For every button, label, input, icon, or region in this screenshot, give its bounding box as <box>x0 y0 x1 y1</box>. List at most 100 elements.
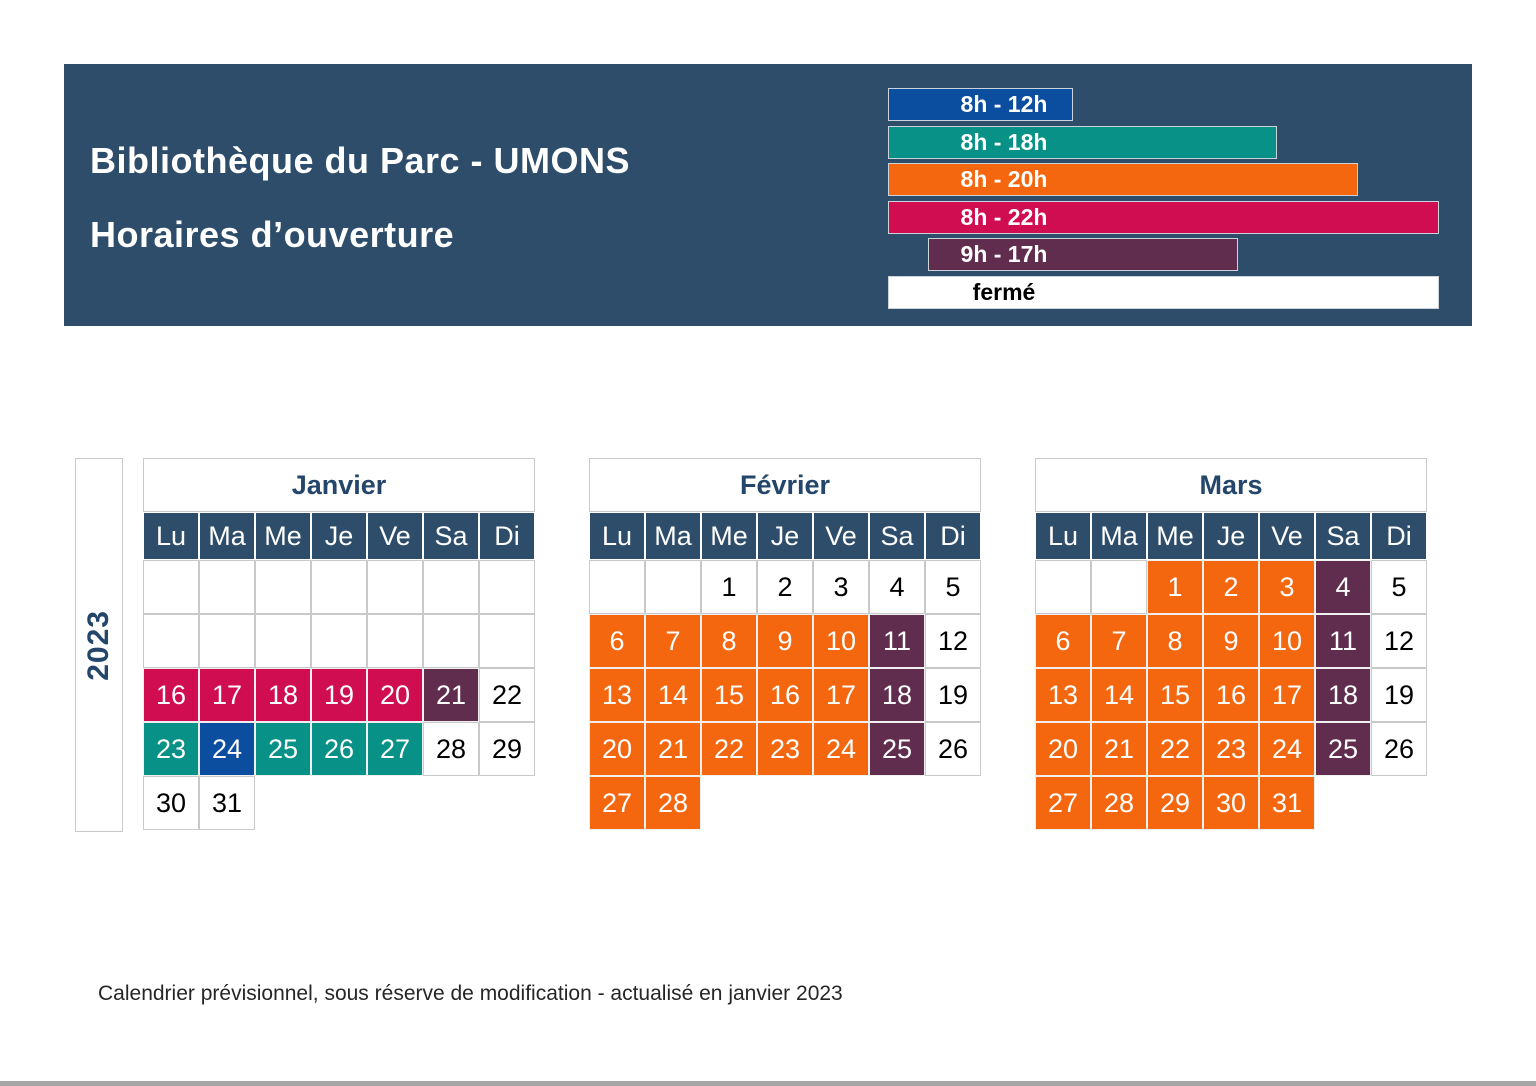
day-header-cell: Sa <box>869 512 925 560</box>
day-cell-16: 16 <box>757 668 813 722</box>
day-cell-18: 18 <box>1315 668 1371 722</box>
day-cell-26: 26 <box>925 722 982 776</box>
day-cell-23: 23 <box>143 722 199 776</box>
day-cell-absent <box>701 776 757 830</box>
legend-bar-8h-22h: 8h - 22h <box>888 201 1439 234</box>
day-cell-11: 11 <box>869 614 925 668</box>
day-cell-2: 2 <box>757 560 813 614</box>
day-cell-21: 21 <box>645 722 701 776</box>
day-cell-empty <box>1035 560 1091 614</box>
day-cell-empty <box>1091 560 1147 614</box>
day-header-cell: Ve <box>367 512 423 560</box>
day-cell-14: 14 <box>645 668 701 722</box>
day-cell-24: 24 <box>199 722 255 776</box>
day-cell-5: 5 <box>1371 560 1428 614</box>
day-cell-26: 26 <box>311 722 367 776</box>
day-cell-empty <box>423 614 479 668</box>
day-cell-absent <box>423 776 479 830</box>
day-cell-empty <box>199 560 255 614</box>
day-cell-27: 27 <box>1035 776 1091 830</box>
day-cell-absent <box>1371 776 1427 830</box>
day-header-cell: Lu <box>143 512 199 560</box>
day-cell-27: 27 <box>367 722 423 776</box>
day-cell-17: 17 <box>813 668 869 722</box>
day-cell-absent <box>367 776 423 830</box>
day-cell-28: 28 <box>1091 776 1147 830</box>
day-cell-empty <box>479 614 535 668</box>
day-header-cell: Me <box>255 512 311 560</box>
day-cell-absent <box>869 776 925 830</box>
day-cell-30: 30 <box>143 776 199 830</box>
day-cell-10: 10 <box>813 614 869 668</box>
legend-bar-label: 8h - 22h <box>960 204 1048 230</box>
day-cell-29: 29 <box>1147 776 1203 830</box>
day-cell-23: 23 <box>757 722 813 776</box>
month-title: Mars <box>1035 458 1428 512</box>
day-cell-absent <box>925 776 981 830</box>
day-cell-13: 13 <box>589 668 645 722</box>
day-cell-18: 18 <box>869 668 925 722</box>
day-cell-20: 20 <box>367 668 423 722</box>
library-title: Bibliothèque du Parc - UMONS <box>90 140 631 181</box>
day-header-cell: Ma <box>645 512 701 560</box>
day-cell-empty <box>645 560 701 614</box>
day-cell-empty <box>143 560 199 614</box>
day-cell-9: 9 <box>757 614 813 668</box>
day-cell-17: 17 <box>199 668 255 722</box>
day-cell-31: 31 <box>1259 776 1315 830</box>
day-cell-3: 3 <box>813 560 869 614</box>
day-cell-empty <box>311 614 367 668</box>
day-cell-3: 3 <box>1259 560 1315 614</box>
day-cell-17: 17 <box>1259 668 1315 722</box>
day-cell-4: 4 <box>1315 560 1371 614</box>
month-table-janvier: Janvier Lu Ma Me Je Ve Sa Di 16 17 18 19 20 21 22 23 24 2… <box>143 458 535 830</box>
day-cell-13: 13 <box>1035 668 1091 722</box>
legend-bar-label: 9h - 17h <box>960 241 1048 267</box>
day-cell-absent <box>757 776 813 830</box>
legend-bar-8h-12h: 8h - 12h <box>888 88 1073 121</box>
day-cell-9: 9 <box>1203 614 1259 668</box>
day-header-cell: Me <box>1147 512 1203 560</box>
day-cell-29: 29 <box>479 722 535 776</box>
legend-bar-8h-18h: 8h - 18h <box>888 126 1277 159</box>
calendar-grid: Mars Lu Ma Me Je Ve Sa Di 1 2 3 4 5 6 7 8 9 10 11 12 13 14 15 1… <box>1035 458 1428 830</box>
day-header-cell: Me <box>701 512 757 560</box>
day-cell-26: 26 <box>1371 722 1428 776</box>
day-cell-4: 4 <box>869 560 925 614</box>
legend-bar-label: 8h - 12h <box>960 91 1048 117</box>
day-cell-22: 22 <box>479 668 535 722</box>
day-header-cell: Di <box>1371 512 1428 560</box>
day-cell-empty <box>589 560 645 614</box>
day-cell-6: 6 <box>589 614 645 668</box>
day-cell-5: 5 <box>925 560 982 614</box>
day-cell-2: 2 <box>1203 560 1259 614</box>
day-cell-empty <box>255 560 311 614</box>
day-header-cell: Ve <box>1259 512 1315 560</box>
day-cell-25: 25 <box>1315 722 1371 776</box>
legend-bar-label: fermé <box>972 279 1036 305</box>
day-header-cell: Ma <box>199 512 255 560</box>
day-cell-15: 15 <box>1147 668 1203 722</box>
day-cell-empty <box>199 614 255 668</box>
footer-note: Calendrier prévisionnel, sous réserve de… <box>98 982 843 1005</box>
day-header-cell: Di <box>479 512 535 560</box>
month-table-mars: Mars Lu Ma Me Je Ve Sa Di 1 2 3 4 5 6 7 8 9 10 11 12 13 14 15 1… <box>1035 458 1428 830</box>
year-box: 2023 <box>75 458 123 832</box>
legend-bar-label: 8h - 18h <box>960 129 1048 155</box>
day-header-cell: Je <box>1203 512 1259 560</box>
day-cell-22: 22 <box>1147 722 1203 776</box>
day-cell-absent <box>311 776 367 830</box>
day-cell-7: 7 <box>645 614 701 668</box>
day-cell-absent <box>479 776 535 830</box>
day-cell-absent <box>813 776 869 830</box>
day-cell-empty <box>367 614 423 668</box>
day-cell-empty <box>479 560 535 614</box>
bottom-edge-bar <box>0 1081 1536 1086</box>
legend-bar-label: 8h - 20h <box>960 166 1048 192</box>
day-cell-empty <box>367 560 423 614</box>
day-cell-20: 20 <box>1035 722 1091 776</box>
day-cell-12: 12 <box>1371 614 1428 668</box>
month-table-février: Février Lu Ma Me Je Ve Sa Di 1 2 3 4 5 6 7 8 9 10 11 12 13 14… <box>589 458 982 830</box>
day-cell-1: 1 <box>1147 560 1203 614</box>
day-cell-8: 8 <box>701 614 757 668</box>
